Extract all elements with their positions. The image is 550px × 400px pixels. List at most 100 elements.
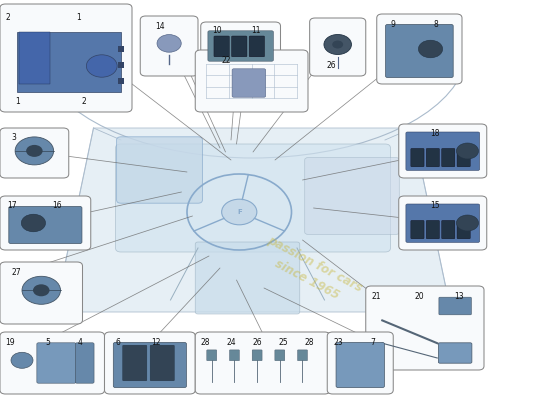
- Bar: [118, 78, 124, 84]
- FancyBboxPatch shape: [113, 342, 186, 388]
- FancyBboxPatch shape: [310, 18, 366, 76]
- Text: 19: 19: [6, 338, 15, 347]
- Circle shape: [332, 40, 343, 48]
- Text: 1: 1: [15, 96, 20, 106]
- FancyBboxPatch shape: [207, 350, 217, 361]
- FancyBboxPatch shape: [438, 343, 472, 363]
- FancyBboxPatch shape: [442, 220, 455, 239]
- FancyBboxPatch shape: [116, 144, 390, 252]
- FancyBboxPatch shape: [366, 286, 484, 370]
- Text: 5: 5: [45, 338, 50, 347]
- FancyBboxPatch shape: [123, 345, 147, 381]
- FancyBboxPatch shape: [229, 350, 239, 361]
- FancyBboxPatch shape: [457, 220, 470, 239]
- FancyBboxPatch shape: [208, 31, 273, 61]
- FancyBboxPatch shape: [457, 148, 470, 167]
- Text: passion for cars
since 1965: passion for cars since 1965: [257, 234, 365, 310]
- Text: 2: 2: [6, 12, 10, 22]
- FancyBboxPatch shape: [426, 148, 439, 167]
- Text: 24: 24: [227, 338, 236, 347]
- Text: 1: 1: [76, 12, 80, 22]
- FancyBboxPatch shape: [195, 50, 308, 112]
- Bar: [118, 46, 124, 52]
- FancyBboxPatch shape: [406, 132, 480, 170]
- FancyBboxPatch shape: [298, 350, 307, 361]
- Bar: [118, 62, 124, 68]
- Circle shape: [456, 143, 478, 159]
- Text: 27: 27: [12, 268, 21, 277]
- Circle shape: [15, 137, 54, 165]
- Text: 8: 8: [433, 20, 438, 29]
- FancyBboxPatch shape: [327, 332, 393, 394]
- Text: 18: 18: [430, 129, 440, 138]
- Text: 7: 7: [370, 338, 375, 347]
- FancyBboxPatch shape: [0, 262, 82, 324]
- FancyBboxPatch shape: [201, 22, 280, 70]
- FancyBboxPatch shape: [377, 14, 462, 84]
- FancyBboxPatch shape: [411, 148, 424, 167]
- Polygon shape: [55, 128, 451, 312]
- Text: 12: 12: [151, 338, 161, 347]
- FancyBboxPatch shape: [9, 206, 82, 244]
- FancyBboxPatch shape: [406, 204, 480, 242]
- FancyBboxPatch shape: [37, 343, 76, 383]
- Text: 4: 4: [78, 338, 82, 347]
- FancyBboxPatch shape: [439, 297, 471, 315]
- Text: F: F: [237, 209, 241, 215]
- FancyBboxPatch shape: [442, 148, 455, 167]
- Circle shape: [324, 34, 351, 54]
- FancyBboxPatch shape: [426, 220, 439, 239]
- FancyBboxPatch shape: [195, 242, 300, 314]
- Text: 26: 26: [326, 62, 336, 70]
- FancyBboxPatch shape: [0, 196, 91, 250]
- Text: 15: 15: [430, 201, 440, 210]
- Circle shape: [419, 40, 443, 58]
- FancyBboxPatch shape: [399, 124, 487, 178]
- FancyBboxPatch shape: [75, 343, 94, 383]
- FancyBboxPatch shape: [386, 24, 453, 78]
- FancyBboxPatch shape: [336, 342, 384, 388]
- Text: 14: 14: [155, 22, 164, 31]
- Text: 28: 28: [201, 338, 211, 347]
- FancyBboxPatch shape: [305, 158, 399, 234]
- Circle shape: [222, 199, 257, 225]
- Text: 21: 21: [372, 292, 381, 301]
- FancyBboxPatch shape: [104, 332, 195, 394]
- FancyBboxPatch shape: [214, 36, 229, 57]
- Circle shape: [157, 35, 182, 52]
- FancyBboxPatch shape: [0, 4, 132, 112]
- Circle shape: [22, 276, 61, 304]
- Circle shape: [21, 214, 46, 232]
- Circle shape: [11, 352, 33, 368]
- Circle shape: [456, 215, 478, 231]
- Text: 13: 13: [454, 292, 464, 301]
- Text: 20: 20: [415, 292, 425, 301]
- Circle shape: [26, 145, 43, 157]
- Text: 23: 23: [333, 338, 343, 347]
- Text: 26: 26: [253, 338, 262, 347]
- Circle shape: [86, 55, 117, 77]
- Text: 22: 22: [222, 56, 231, 65]
- FancyBboxPatch shape: [150, 345, 174, 381]
- FancyBboxPatch shape: [399, 196, 487, 250]
- FancyBboxPatch shape: [19, 32, 50, 84]
- FancyBboxPatch shape: [195, 332, 330, 394]
- Text: 6: 6: [116, 338, 120, 347]
- FancyBboxPatch shape: [249, 36, 265, 57]
- Text: 28: 28: [305, 338, 315, 347]
- Text: 25: 25: [279, 338, 289, 347]
- Polygon shape: [16, 32, 121, 92]
- FancyBboxPatch shape: [232, 69, 266, 97]
- FancyBboxPatch shape: [117, 137, 202, 203]
- FancyBboxPatch shape: [0, 332, 104, 394]
- FancyBboxPatch shape: [232, 36, 247, 57]
- Text: 10: 10: [212, 26, 221, 35]
- Text: 9: 9: [391, 20, 396, 29]
- Text: 17: 17: [7, 201, 16, 210]
- Text: 11: 11: [251, 26, 261, 35]
- Circle shape: [33, 284, 50, 296]
- FancyBboxPatch shape: [411, 220, 424, 239]
- Text: 2: 2: [82, 96, 86, 106]
- FancyBboxPatch shape: [0, 128, 69, 178]
- Text: 3: 3: [12, 132, 16, 142]
